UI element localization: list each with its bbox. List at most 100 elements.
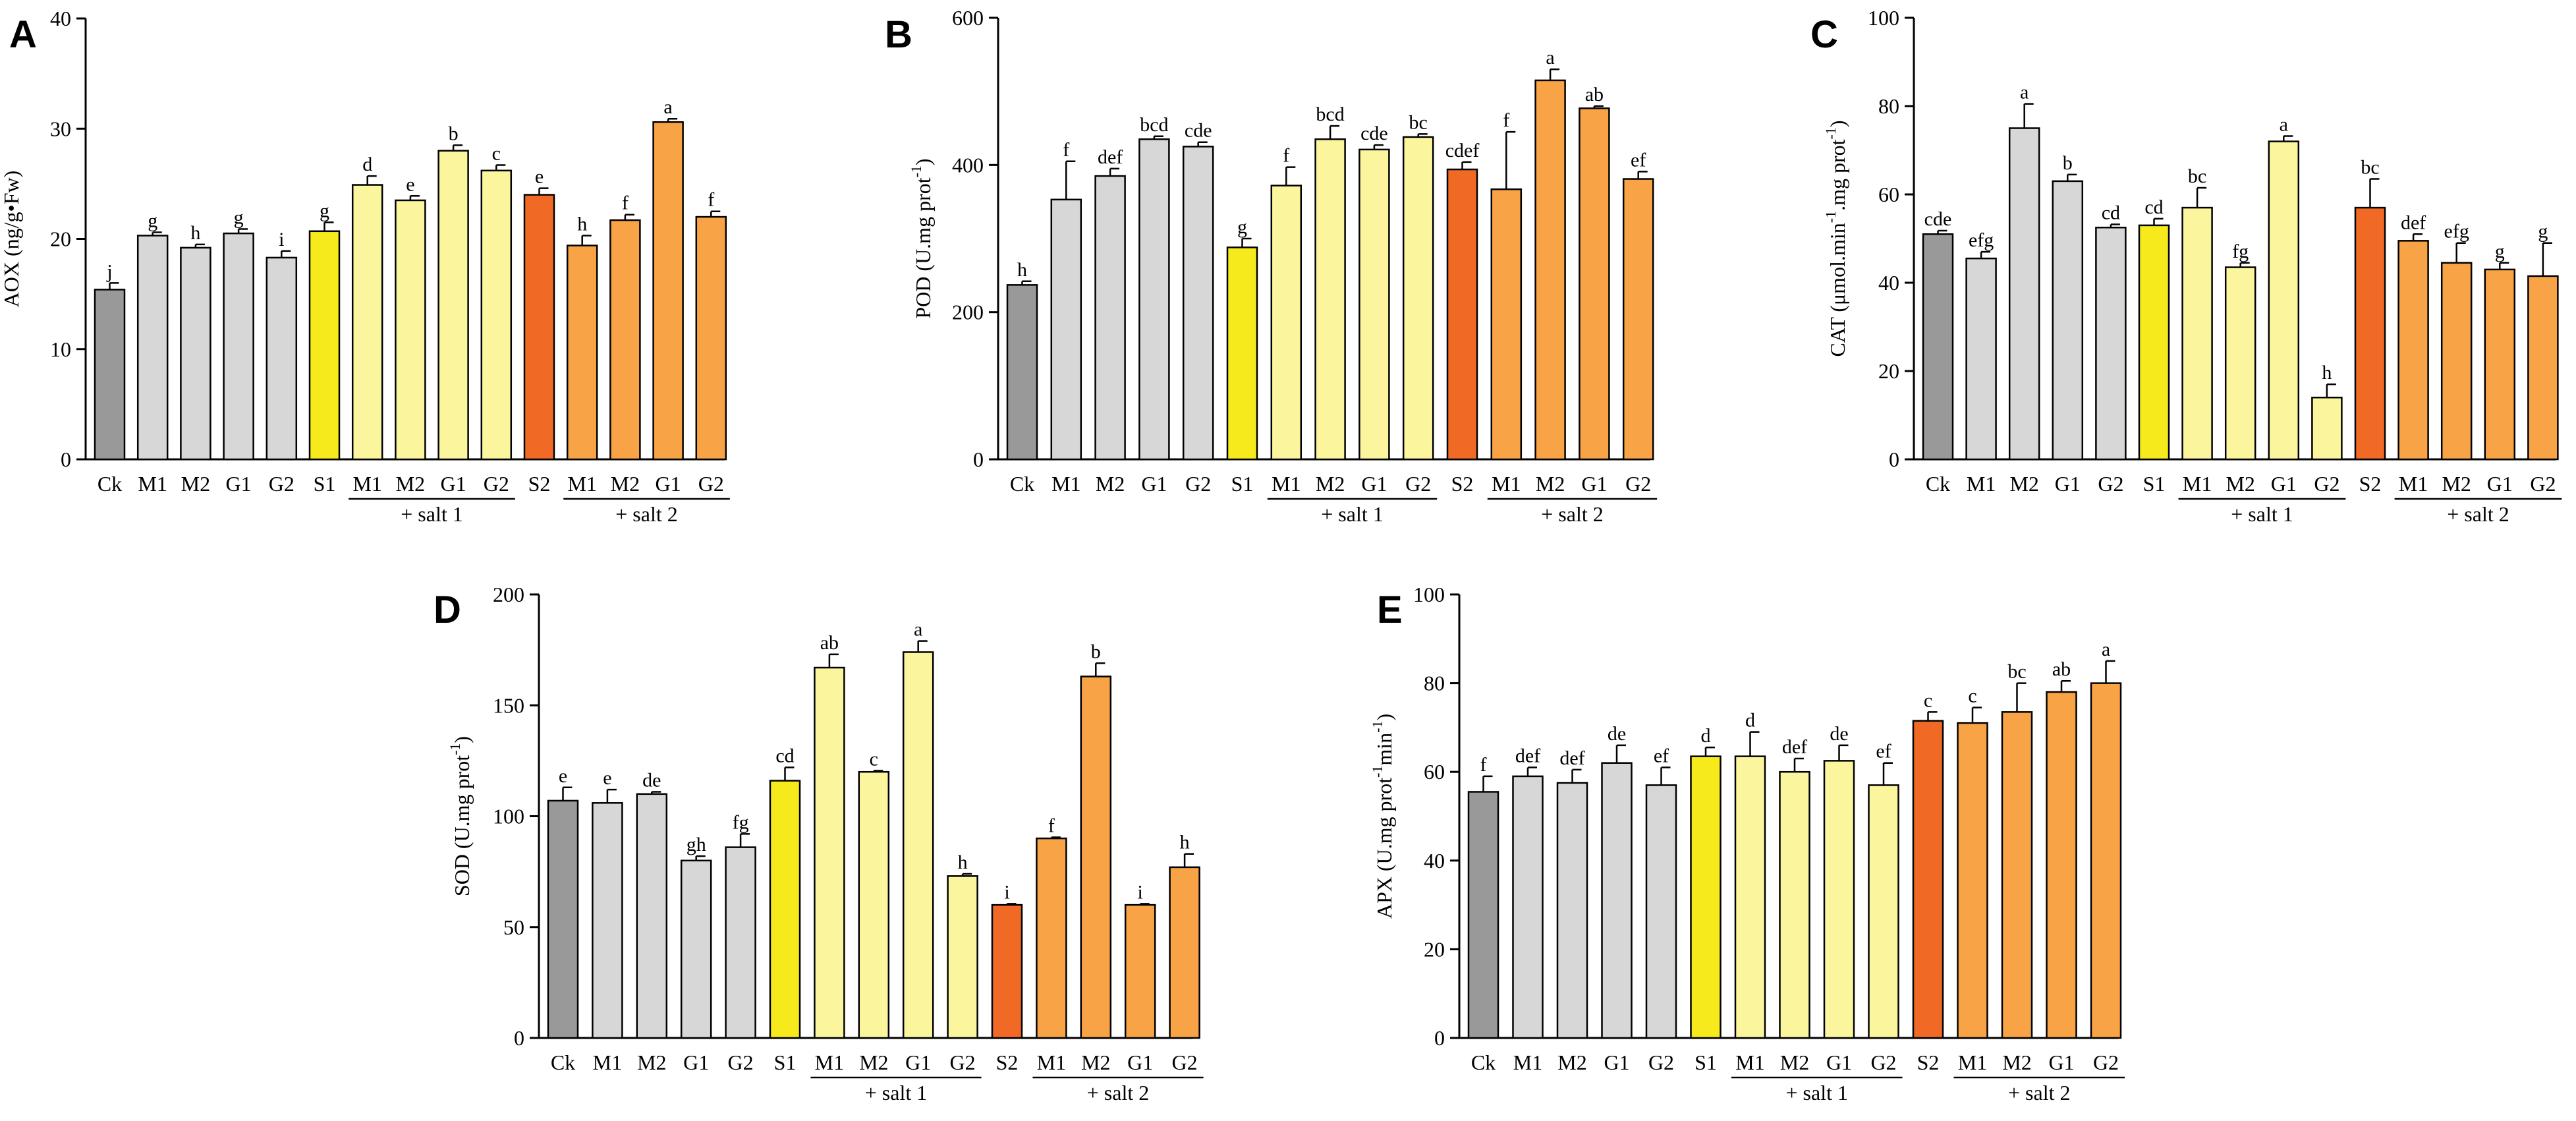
- significance-letter: b: [449, 123, 459, 144]
- y-tick-label: 150: [493, 693, 524, 717]
- category-label: M1: [567, 472, 596, 496]
- bar: [1094, 175, 1126, 461]
- bar: [1965, 257, 1997, 461]
- bar: [523, 194, 555, 461]
- category-label: G2: [1648, 1050, 1674, 1074]
- significance-letter: i: [1138, 881, 1143, 903]
- error-bar: [1006, 903, 1017, 905]
- y-tick-label: 20: [50, 227, 71, 251]
- bar: [1823, 760, 1855, 1039]
- bar: [1868, 784, 1899, 1039]
- significance-letter: c: [1968, 685, 1976, 707]
- significance-letter: ab: [820, 632, 839, 654]
- significance-letter: def: [1782, 736, 1807, 758]
- significance-letter: g: [2495, 241, 2505, 262]
- category-label: M1: [815, 1050, 844, 1074]
- significance-letter: f: [1480, 754, 1487, 776]
- category-label: M2: [1081, 1050, 1110, 1074]
- significance-letter: b: [2063, 152, 2073, 174]
- bar: [2397, 240, 2429, 461]
- significance-letter: b: [1091, 641, 1101, 662]
- error-bar: [1461, 161, 1472, 170]
- significance-letter: h: [2322, 362, 2332, 384]
- error-bar: [1065, 160, 1076, 200]
- group-label: + salt 1: [1786, 1081, 1848, 1105]
- category-label: S1: [774, 1050, 797, 1074]
- error-bar: [1183, 853, 1194, 867]
- significance-letter: ab: [1585, 84, 1604, 105]
- y-tick-label: 80: [1878, 94, 1899, 118]
- significance-letter: def: [1515, 745, 1540, 766]
- error-bar: [2105, 660, 2115, 683]
- significance-letter: a: [1546, 47, 1554, 69]
- y-tick-label: 40: [50, 7, 71, 30]
- category-label: S2: [528, 472, 551, 496]
- y-tick-label: 200: [952, 301, 984, 324]
- error-bar: [2455, 242, 2466, 263]
- panel-letter: E: [1377, 589, 1403, 631]
- category-label: S1: [2143, 472, 2166, 496]
- bar: [1050, 198, 1082, 461]
- y-tick-label: 60: [1878, 183, 1899, 206]
- significance-letter: h: [1180, 832, 1190, 853]
- error-bar: [1153, 135, 1163, 140]
- bar: [1080, 675, 1112, 1039]
- error-bar: [366, 175, 377, 185]
- error-bar: [1329, 125, 1340, 140]
- error-bar: [237, 228, 248, 234]
- bar: [1182, 146, 1214, 461]
- error-bar: [1980, 250, 1991, 259]
- significance-letter: j: [106, 260, 112, 282]
- category-label: Ck: [1926, 472, 1950, 496]
- error-bar: [409, 195, 420, 200]
- category-label: M2: [859, 1050, 888, 1074]
- bar: [2046, 691, 2077, 1039]
- error-bar: [1109, 167, 1120, 177]
- chart-panel-c: C 0 20 40 60 80 100 CAT (μmol.min-1.mg prot-1) c…: [1810, 6, 2562, 526]
- bar: [991, 904, 1023, 1039]
- significance-letter: de: [642, 769, 661, 791]
- category-label: G2: [950, 1050, 976, 1074]
- significance-letter: g: [148, 210, 157, 231]
- bar: [1036, 837, 1067, 1039]
- significance-letter: d: [1745, 710, 1755, 732]
- significance-letter: cd: [2144, 196, 2163, 218]
- category-label: G1: [1604, 1050, 1629, 1074]
- bar: [652, 121, 684, 461]
- category-label: M1: [1037, 1050, 1066, 1074]
- category-label: M2: [1096, 472, 1125, 496]
- y-tick-label: 0: [1434, 1026, 1445, 1050]
- error-bar: [784, 766, 795, 781]
- y-tick-label: 60: [1424, 760, 1445, 784]
- group-label: + salt 2: [1087, 1081, 1149, 1105]
- bar: [437, 150, 469, 461]
- y-tick-label: 400: [952, 153, 984, 177]
- category-label: G1: [2055, 472, 2081, 496]
- significance-letter: g: [2538, 221, 2548, 243]
- error-bar: [917, 640, 928, 652]
- y-tick-label: 0: [514, 1026, 524, 1050]
- significance-letter: c: [492, 142, 501, 164]
- significance-letter: gh: [686, 834, 706, 855]
- error-bar: [1197, 141, 1208, 147]
- category-label: M1: [1513, 1050, 1542, 1074]
- category-label: G2: [2530, 472, 2556, 496]
- significance-letter: ef: [1631, 149, 1646, 171]
- y-tick-label: 20: [1424, 937, 1445, 961]
- bar: [1957, 722, 1988, 1039]
- category-label: Ck: [1471, 1050, 1496, 1074]
- bar: [1169, 866, 1200, 1039]
- bar: [636, 793, 668, 1039]
- significance-letter: d: [1701, 725, 1711, 747]
- error-bar: [1882, 762, 1893, 786]
- error-bar: [2110, 223, 2120, 228]
- error-bar: [2326, 383, 2336, 398]
- significance-letter: cd: [2102, 202, 2120, 224]
- error-bar: [194, 243, 205, 248]
- category-label: M1: [1967, 472, 1996, 496]
- significance-letter: d: [362, 154, 372, 175]
- bar: [2090, 682, 2122, 1039]
- bar: [351, 184, 383, 461]
- category-label: M2: [2442, 472, 2471, 496]
